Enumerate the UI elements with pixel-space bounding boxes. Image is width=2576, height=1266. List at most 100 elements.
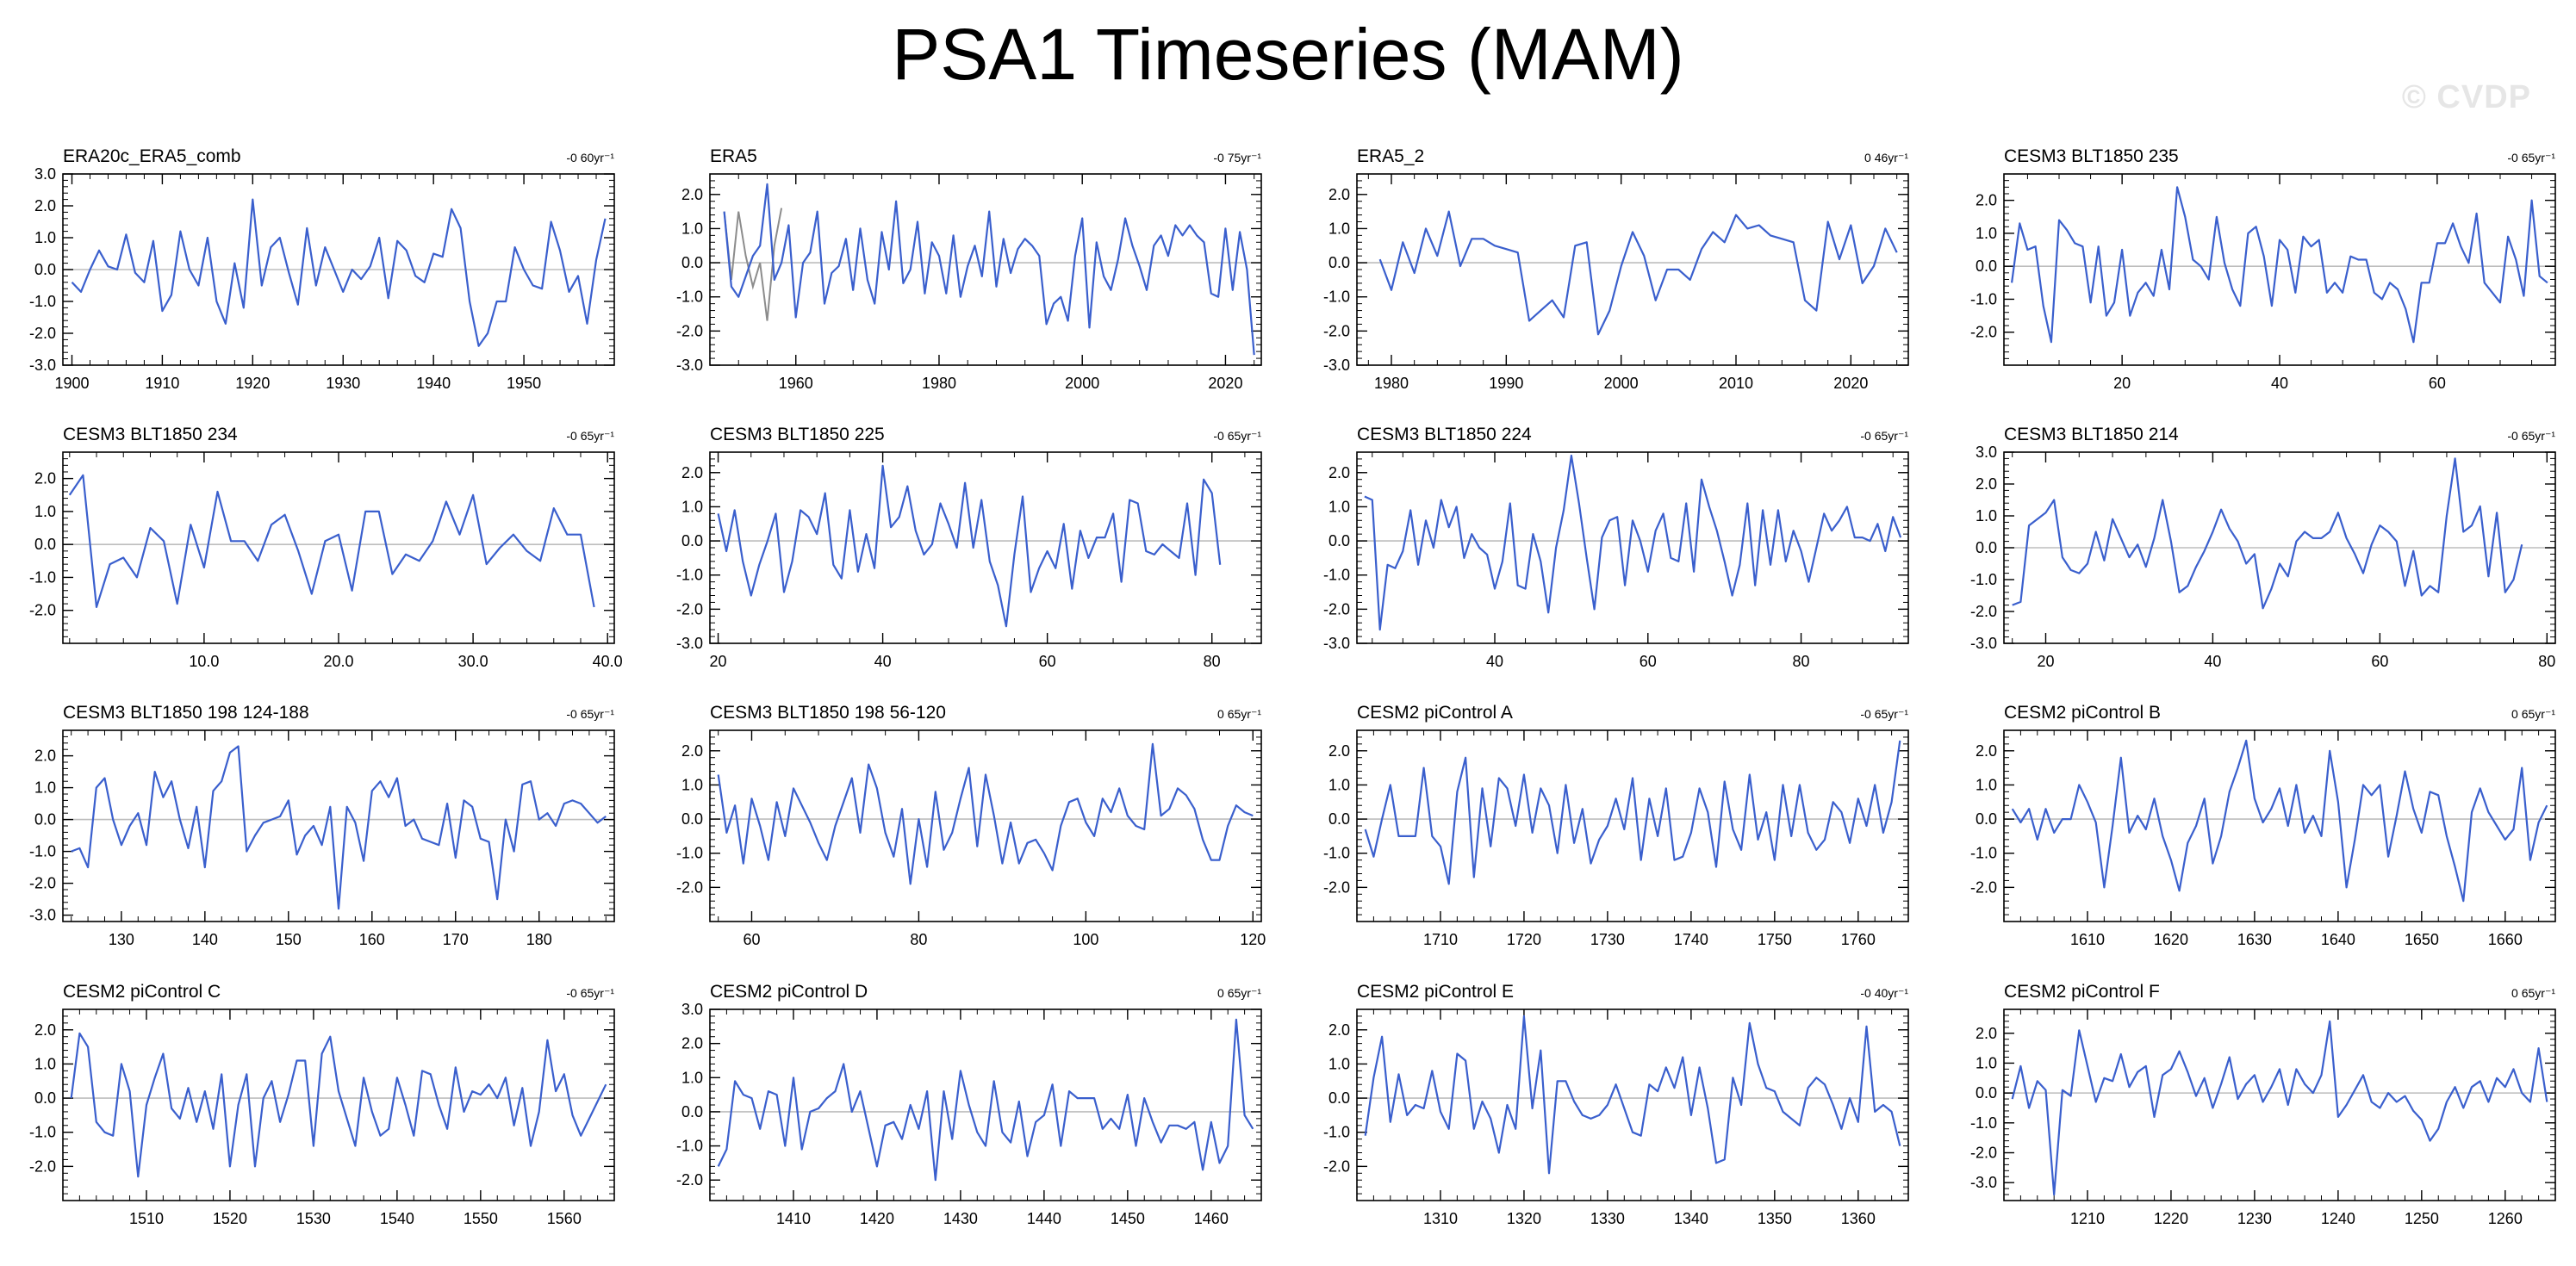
series-line bbox=[1364, 740, 1901, 885]
y-tick-label: -2.0 bbox=[1970, 1145, 1997, 1162]
x-tick-label: 1710 bbox=[1423, 931, 1458, 948]
panel-frame bbox=[1356, 729, 1909, 922]
x-tick-label: 20 bbox=[2037, 653, 2054, 670]
x-tick-label: 1720 bbox=[1507, 931, 1541, 948]
y-tick-label: 3.0 bbox=[1976, 444, 1997, 461]
y-tick-label: -1.0 bbox=[1323, 845, 1350, 862]
panel-frame bbox=[709, 173, 1262, 366]
panel-trend-label: -0 65yr⁻¹ bbox=[1213, 429, 1261, 443]
panel-title: CESM2 piControl D bbox=[710, 982, 868, 1002]
timeseries-panel: ERA20c_ERA5_comb -0 60yr⁻¹ -3.0 -2.0 -1.0 0.0… bbox=[29, 146, 615, 392]
y-tick-label: 0.0 bbox=[1328, 532, 1350, 549]
y-tick-label: 0.0 bbox=[34, 536, 56, 553]
y-tick-label: 2.0 bbox=[681, 186, 703, 203]
panel-trend-label: -0 60yr⁻¹ bbox=[566, 151, 614, 164]
panel-title: ERA5_2 bbox=[1357, 146, 1424, 166]
y-tick-label: 2.0 bbox=[681, 1035, 703, 1052]
y-tick-label: -2.0 bbox=[676, 878, 703, 896]
panel-title: CESM3 BLT1850 224 bbox=[1357, 425, 1532, 444]
x-tick-label: 1930 bbox=[326, 375, 360, 392]
y-tick-label: 1.0 bbox=[1976, 507, 1997, 524]
timeseries-panel: ERA5_2 0 46yr⁻¹ -3.0 -2.0 -1.0 0.0 1.0 2.0 1980 1… bbox=[1323, 146, 1909, 392]
y-tick-label: 0.0 bbox=[681, 810, 703, 828]
series-line bbox=[723, 183, 1255, 356]
y-tick-label: -2.0 bbox=[29, 325, 56, 342]
panel-title: CESM3 BLT1850 234 bbox=[63, 425, 238, 444]
panel-frame bbox=[1356, 173, 1909, 366]
y-tick-label: 0.0 bbox=[681, 1103, 703, 1120]
panel-title: CESM3 BLT1850 198 124-188 bbox=[63, 703, 309, 723]
x-tick-label: 1900 bbox=[54, 375, 89, 392]
x-tick-label: 1510 bbox=[129, 1210, 164, 1227]
timeseries-panel: CESM3 BLT1850 214 -0 65yr⁻¹ -3.0 -2.0 -1.0 0.… bbox=[1970, 425, 2556, 670]
y-tick-label: -1.0 bbox=[676, 845, 703, 862]
panel-trend-label: -0 65yr⁻¹ bbox=[1860, 429, 1908, 443]
panel-trend-label: 0 65yr⁻¹ bbox=[2511, 986, 2555, 1000]
y-tick-label: 2.0 bbox=[1976, 192, 1997, 209]
y-tick-label: -3.0 bbox=[676, 635, 703, 652]
x-tick-label: 1460 bbox=[1194, 1210, 1229, 1227]
timeseries-panel: CESM2 piControl F 0 65yr⁻¹ -3.0 -2.0 -1.0 0.0… bbox=[1970, 982, 2556, 1227]
x-tick-label: 1650 bbox=[2405, 931, 2439, 948]
y-tick-label: 2.0 bbox=[681, 464, 703, 481]
series-line bbox=[717, 742, 1254, 885]
x-tick-label: 140 bbox=[192, 931, 218, 948]
panel-trend-label: -0 65yr⁻¹ bbox=[566, 707, 614, 721]
x-tick-label: 100 bbox=[1073, 931, 1098, 948]
x-tick-label: 170 bbox=[443, 931, 469, 948]
y-tick-label: 1.0 bbox=[681, 776, 703, 793]
y-tick-label: -1.0 bbox=[1323, 1124, 1350, 1141]
y-tick-label: -1.0 bbox=[676, 1138, 703, 1155]
y-tick-label: 1.0 bbox=[1328, 1055, 1350, 1072]
x-tick-label: 160 bbox=[359, 931, 385, 948]
y-tick-label: -3.0 bbox=[29, 357, 56, 374]
y-tick-label: 2.0 bbox=[1328, 464, 1350, 481]
x-tick-label: 60 bbox=[1640, 653, 1657, 670]
x-tick-label: 1730 bbox=[1590, 931, 1625, 948]
x-tick-label: 10.0 bbox=[189, 653, 219, 670]
series-line bbox=[1378, 210, 1898, 336]
y-tick-label: 3.0 bbox=[34, 165, 56, 183]
x-tick-label: 80 bbox=[1204, 653, 1221, 670]
x-tick-label: 1740 bbox=[1674, 931, 1708, 948]
x-tick-label: 80 bbox=[910, 931, 927, 948]
x-tick-label: 80 bbox=[2538, 653, 2555, 670]
panel-title: CESM2 piControl A bbox=[1357, 703, 1513, 723]
y-tick-label: -2.0 bbox=[29, 1157, 56, 1175]
series-line bbox=[2011, 739, 2548, 903]
y-tick-label: -1.0 bbox=[29, 843, 56, 860]
y-tick-label: 2.0 bbox=[34, 197, 56, 214]
x-tick-label: 1980 bbox=[1374, 375, 1409, 392]
x-tick-label: 1910 bbox=[145, 375, 179, 392]
y-tick-label: -3.0 bbox=[1970, 635, 1997, 652]
y-tick-label: 1.0 bbox=[34, 503, 56, 520]
x-tick-label: 150 bbox=[276, 931, 302, 948]
x-tick-label: 2020 bbox=[1833, 375, 1868, 392]
panel-trend-label: -0 75yr⁻¹ bbox=[1213, 151, 1261, 164]
x-tick-label: 1410 bbox=[776, 1210, 811, 1227]
x-tick-label: 1940 bbox=[416, 375, 451, 392]
y-tick-label: -3.0 bbox=[29, 907, 56, 924]
x-tick-label: 1540 bbox=[380, 1210, 414, 1227]
y-tick-label: 2.0 bbox=[34, 1021, 56, 1039]
y-tick-label: -3.0 bbox=[1970, 1174, 1997, 1191]
x-tick-label: 1250 bbox=[2405, 1210, 2439, 1227]
panel-frame bbox=[2003, 1008, 2556, 1201]
panel-title: CESM3 BLT1850 198 56-120 bbox=[710, 703, 946, 723]
y-tick-label: -1.0 bbox=[1323, 289, 1350, 306]
y-tick-label: -2.0 bbox=[29, 875, 56, 892]
timeseries-panel: CESM3 BLT1850 198 124-188 -0 65yr⁻¹ -3.0 -2… bbox=[29, 703, 615, 948]
x-tick-label: 1750 bbox=[1758, 931, 1792, 948]
y-tick-label: 0.0 bbox=[34, 1089, 56, 1107]
panel-trend-label: 0 65yr⁻¹ bbox=[1217, 986, 1261, 1000]
series-line bbox=[71, 745, 607, 910]
y-tick-label: 2.0 bbox=[34, 470, 56, 487]
y-tick-label: 0.0 bbox=[681, 254, 703, 271]
y-tick-label: 1.0 bbox=[681, 498, 703, 515]
y-tick-label: -1.0 bbox=[1323, 567, 1350, 584]
x-tick-label: 20 bbox=[2113, 375, 2131, 392]
y-tick-label: 1.0 bbox=[681, 220, 703, 237]
panel-frame bbox=[709, 1008, 1262, 1201]
panel-title: CESM2 piControl E bbox=[1357, 982, 1514, 1002]
x-tick-label: 120 bbox=[1240, 931, 1266, 948]
